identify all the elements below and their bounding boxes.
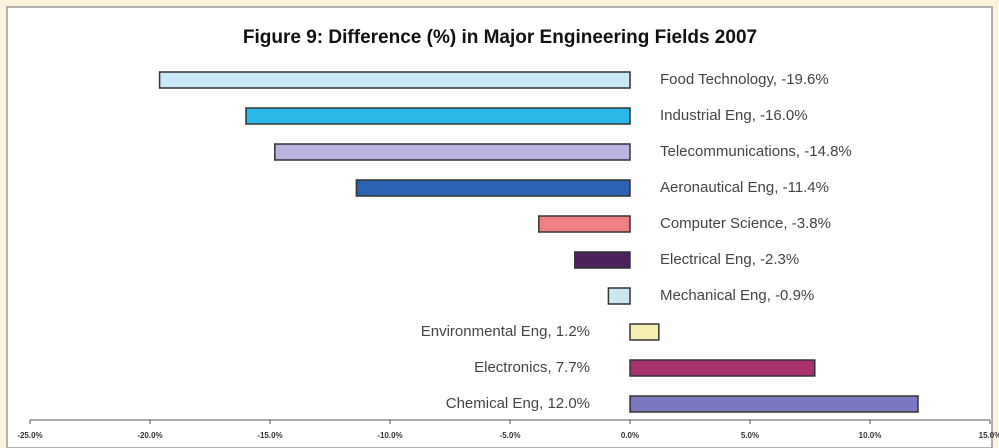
- bar: [629, 323, 660, 341]
- chart-title: Figure 9: Difference (%) in Major Engine…: [243, 27, 757, 48]
- bar: [538, 215, 631, 233]
- x-tick-label: -20.0%: [137, 431, 162, 440]
- bar-label: Telecommunications, -14.8%: [660, 143, 852, 160]
- bar: [355, 179, 631, 197]
- bar-label: Computer Science, -3.8%: [660, 215, 831, 232]
- bar-label: Environmental Eng, 1.2%: [421, 323, 590, 340]
- bar-label: Chemical Eng, 12.0%: [446, 395, 590, 412]
- bar: [607, 287, 631, 305]
- x-tick-label: -10.0%: [377, 431, 402, 440]
- bar: [274, 143, 631, 161]
- bar-label: Food Technology, -19.6%: [660, 71, 829, 88]
- bar: [629, 395, 919, 413]
- x-tick-label: 15.0%: [979, 431, 999, 440]
- x-tick-label: 5.0%: [741, 431, 759, 440]
- x-tick-label: -25.0%: [17, 431, 42, 440]
- bar: [629, 359, 816, 377]
- bar: [158, 71, 631, 89]
- bar-label: Industrial Eng, -16.0%: [660, 107, 808, 124]
- bar-label: Mechanical Eng, -0.9%: [660, 287, 814, 304]
- x-tick-label: -15.0%: [257, 431, 282, 440]
- x-tick-label: -5.0%: [500, 431, 521, 440]
- x-tick-label: 10.0%: [859, 431, 882, 440]
- bar-label: Electronics, 7.7%: [474, 359, 590, 376]
- bar-label: Aeronautical Eng, -11.4%: [660, 179, 829, 196]
- bar-label: Electrical Eng, -2.3%: [660, 251, 799, 268]
- bar: [245, 107, 631, 125]
- bar: [574, 251, 631, 269]
- x-tick-label: 0.0%: [621, 431, 639, 440]
